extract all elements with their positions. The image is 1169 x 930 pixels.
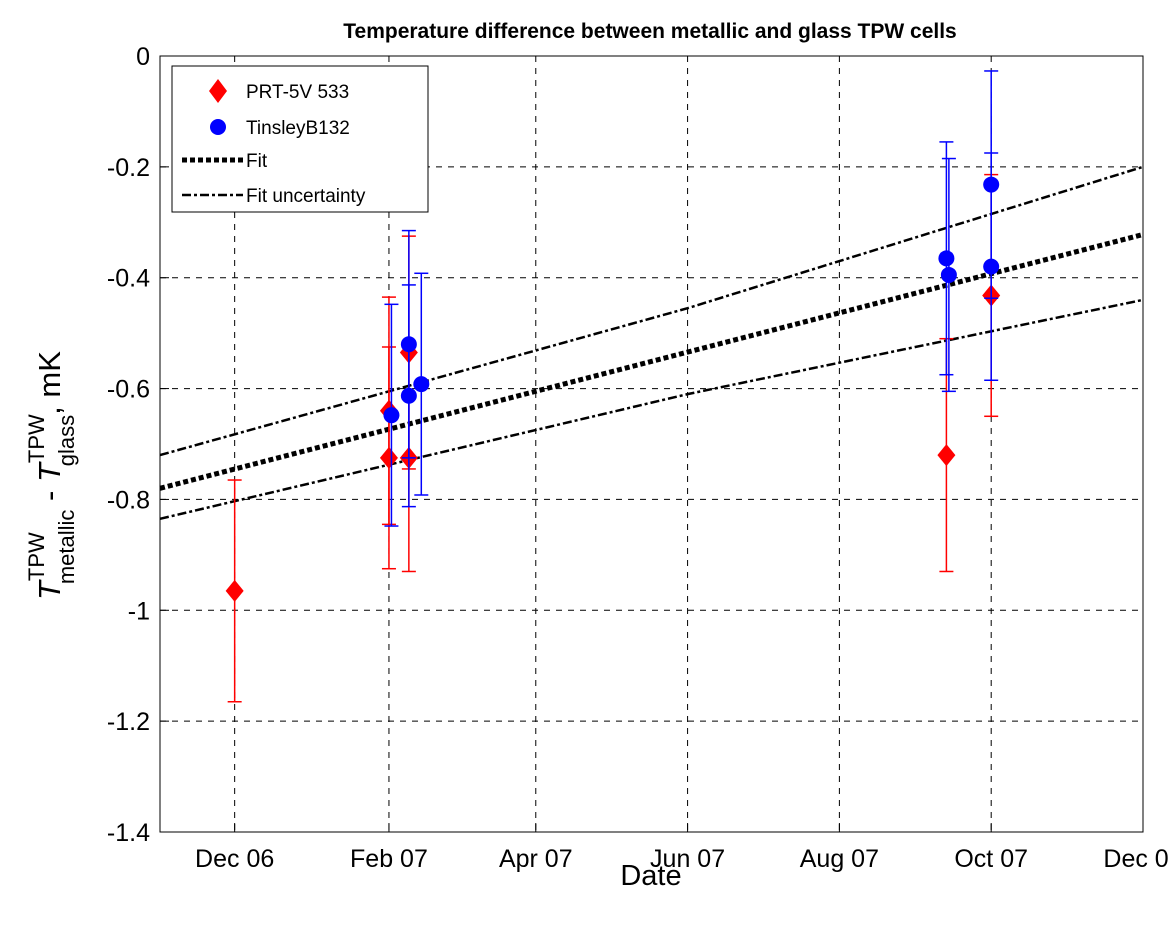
chart-title: Temperature difference between metallic … [343, 20, 956, 43]
legend-label-prt: PRT-5V 533 [246, 82, 349, 103]
y-label-sub2: glass [54, 415, 79, 466]
y-label-sup1: TPW [24, 532, 49, 581]
x-tick-label: Jun 07 [650, 845, 725, 873]
data-point-circle [400, 387, 417, 404]
data-point-diamond [937, 444, 956, 467]
x-tick-label: Feb 07 [350, 845, 428, 873]
data-point-circle [983, 176, 1000, 193]
y-tick-label: -1 [128, 597, 150, 625]
x-tick-label: Apr 07 [499, 845, 573, 873]
y-label-unit: , mK [32, 351, 67, 415]
y-label-minus: - [32, 482, 67, 510]
ticks: Dec 06 Feb 07 Apr 07 Jun 07 Aug 07 Oct 07 Dec … [107, 43, 1169, 873]
data-point-circle [938, 250, 955, 267]
y-tick-label: -1.2 [107, 708, 150, 736]
y-label-sub1: metallic [54, 510, 79, 585]
legend-label-fit-uncertainty: Fit uncertainty [246, 186, 366, 207]
data-point-circle [413, 376, 430, 393]
y-label-symbol2: T [32, 461, 67, 482]
y-tick-label: -0.6 [107, 376, 150, 404]
data-point-diamond [379, 446, 398, 469]
y-tick-label: 0 [136, 43, 150, 71]
data-points [225, 70, 1001, 703]
y-tick-label: -1.4 [107, 819, 150, 847]
y-label-sup2: TPW [24, 414, 49, 463]
legend-circle-icon [210, 119, 226, 135]
legend: PRT-5V 533 TinsleyB132 Fit Fit uncertain… [171, 65, 429, 213]
fit-lines [159, 165, 1144, 521]
x-tick-label: Dec 06 [195, 845, 274, 873]
y-tick-label: -0.8 [107, 486, 150, 514]
fit-line [159, 232, 1144, 491]
x-tick-label: Oct 07 [954, 845, 1028, 873]
y-axis-label: TTPW metallic - TTPW glass, mK [24, 351, 79, 600]
y-tick-label: -0.2 [107, 154, 150, 182]
legend-label-fit: Fit [246, 151, 268, 172]
x-axis-label: Date [620, 860, 681, 892]
data-point-circle [383, 407, 400, 424]
plot-area-frame [159, 55, 1144, 833]
fit-uncertainty-line [159, 298, 1144, 521]
y-tick-label: -0.4 [107, 265, 150, 293]
x-tick-label: Aug 07 [800, 845, 879, 873]
y-label-symbol: T [32, 579, 67, 600]
legend-diamond-icon [209, 79, 227, 103]
data-point-circle [940, 266, 957, 283]
data-point-diamond [225, 579, 244, 602]
legend-label-tinsley: TinsleyB132 [246, 118, 350, 139]
x-tick-label: Dec 07 [1103, 845, 1169, 873]
